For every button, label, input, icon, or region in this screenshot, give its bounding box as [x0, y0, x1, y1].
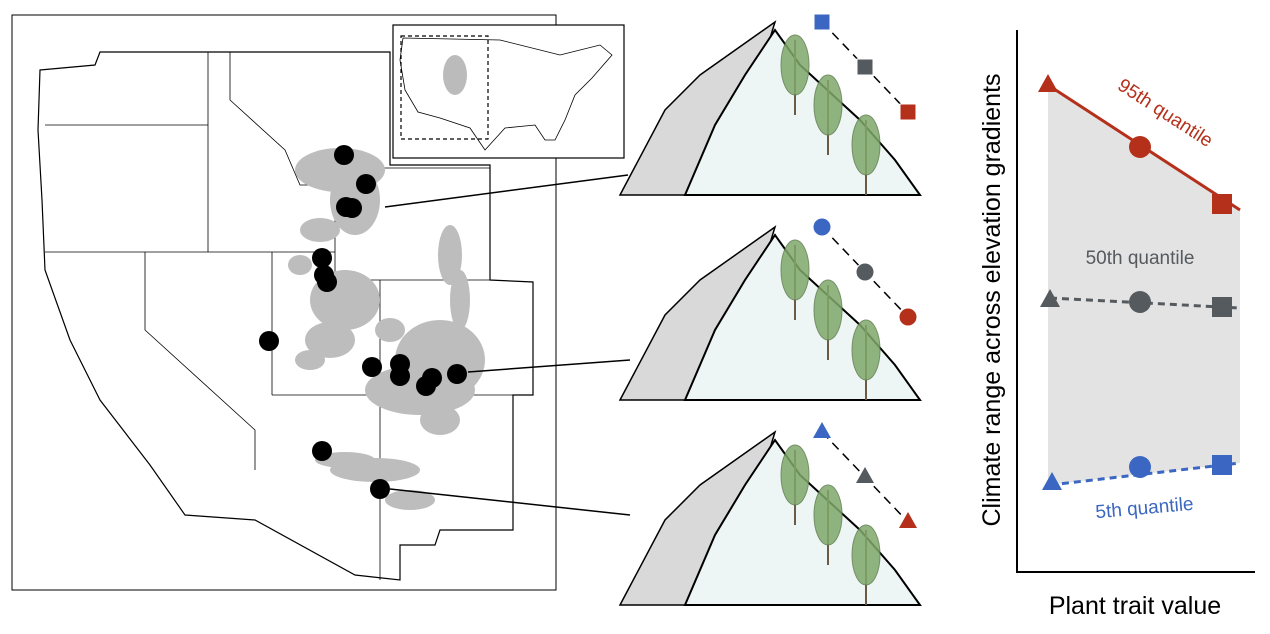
site-dot [317, 272, 337, 292]
quantile-line [1049, 296, 1241, 310]
marker [899, 103, 917, 121]
tree-crown [851, 114, 881, 176]
site-dot [312, 441, 332, 461]
site-dot [312, 248, 332, 268]
inset-range [443, 55, 467, 95]
marker [813, 422, 831, 438]
tree-crown [780, 34, 810, 96]
state-border [144, 252, 256, 470]
tree-crown [813, 74, 843, 136]
quantile-label-50: 50th quantile [1086, 248, 1195, 269]
mountain-panels [618, 13, 922, 606]
site-dot [390, 366, 410, 386]
quantile-label-5: 5th quantile [1095, 494, 1195, 523]
site-dot [416, 376, 436, 396]
plot-marker [1212, 297, 1232, 317]
inset-extent [400, 35, 489, 140]
mountain-panel [618, 217, 922, 401]
plot-marker [1212, 455, 1232, 475]
plot-marker [1129, 456, 1151, 478]
plot-marker [1212, 194, 1232, 214]
marker [898, 307, 918, 327]
x-axis-label: Plant trait value [1049, 592, 1221, 620]
western-us-outline [37, 51, 534, 581]
range-area [1048, 85, 1240, 485]
mountain-panel [618, 13, 922, 196]
tree-crown [851, 319, 881, 381]
tree-crown [780, 444, 810, 506]
range-patch [375, 318, 405, 342]
site-dot [334, 145, 354, 165]
site-dot [447, 364, 467, 384]
site-dot [362, 357, 382, 377]
range-patch [295, 350, 325, 370]
range-patch [385, 490, 435, 510]
plot-marker [1129, 136, 1151, 158]
concept-plot: Climate range across elevation gradients… [978, 30, 1255, 620]
marker [813, 13, 831, 31]
mountain-panel [618, 422, 922, 606]
site-dot [342, 198, 362, 218]
range-patch [420, 405, 460, 435]
marker [856, 467, 874, 483]
range-patch [288, 255, 312, 275]
site-dot [259, 331, 279, 351]
connector-line [467, 359, 631, 373]
range-patch [300, 218, 340, 242]
tree-crown [813, 279, 843, 341]
marker [812, 217, 832, 237]
plot-marker [1040, 289, 1060, 307]
y-axis-label: Climate range across elevation gradients [978, 73, 1006, 526]
range-patch [305, 322, 355, 358]
site-dot [356, 174, 376, 194]
quantile-line [1049, 461, 1241, 487]
connector-line [384, 174, 629, 208]
marker [899, 512, 917, 528]
map-panel [11, 14, 631, 591]
marker [855, 262, 875, 282]
range-patch [438, 225, 462, 285]
tree-crown [851, 524, 881, 586]
plot-marker [1129, 291, 1151, 313]
marker [856, 58, 874, 76]
range-patch [450, 270, 470, 330]
tree-crown [813, 484, 843, 546]
tree-crown [780, 239, 810, 301]
axes [1016, 30, 1255, 573]
plot-marker [1042, 472, 1062, 490]
connector-line [389, 488, 631, 516]
plot-marker [1038, 74, 1058, 92]
site-dot [370, 479, 390, 499]
